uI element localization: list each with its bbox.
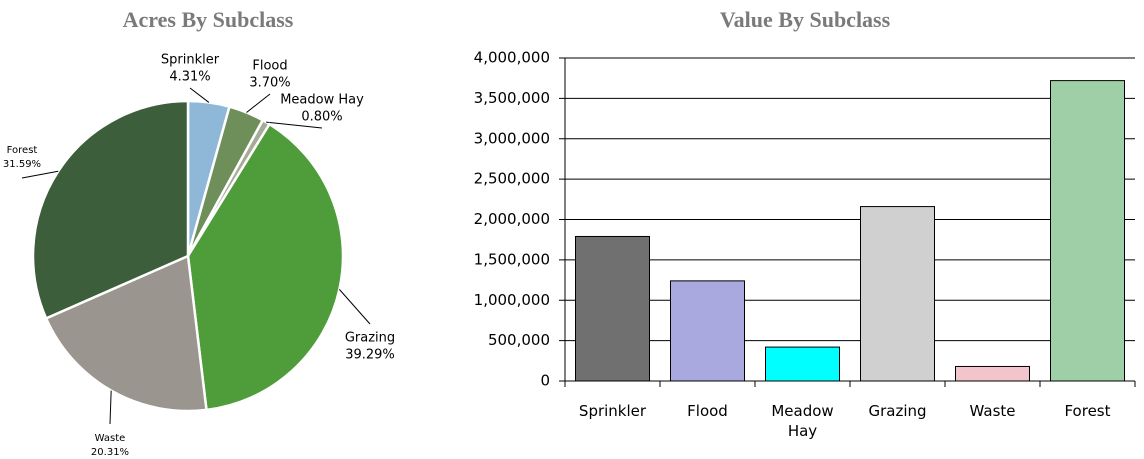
slice-value-label: 39.29%: [345, 348, 395, 363]
x-tick-label-box: Grazing: [868, 402, 927, 420]
x-tick-label-box: Forest: [1064, 402, 1111, 420]
y-tick-label: 0: [540, 372, 550, 390]
bar: [860, 206, 935, 382]
slice-value-label: 4.31%: [169, 70, 210, 85]
pie-slice: [31, 99, 190, 321]
x-tick-label: Forest: [1064, 402, 1111, 420]
leader-line: [109, 390, 112, 425]
x-tick-label: Waste: [969, 402, 1016, 420]
x-tick-label-box: Waste: [969, 402, 1016, 420]
x-tick-label: Grazing: [868, 402, 927, 420]
y-tick-label: 1,500,000: [474, 250, 550, 268]
pie-slice: [44, 254, 208, 413]
y-tick-label: 500,000: [488, 331, 550, 349]
x-tick-label: Meadow Hay: [771, 402, 834, 440]
slice-label: Forest: [7, 145, 38, 156]
slice-value-label: 31.59%: [3, 159, 41, 170]
slice-label: Sprinkler: [161, 53, 220, 68]
slice-value-label: 20.31%: [91, 447, 129, 458]
x-tick-label: Flood: [687, 402, 728, 420]
y-tick-label: 2,500,000: [474, 170, 550, 188]
bar-title: Value By Subclass: [720, 7, 891, 32]
y-tick-label: 3,000,000: [474, 129, 550, 147]
x-tick-label-box: Sprinkler: [578, 402, 647, 420]
bar: [670, 280, 745, 382]
y-tick-label: 4,000,000: [474, 49, 550, 67]
bar: [955, 365, 1030, 382]
slice-label: Grazing: [345, 331, 395, 346]
slice-label: Flood: [252, 59, 287, 74]
leader-line: [189, 87, 210, 103]
y-tick-label: 3,500,000: [474, 89, 550, 107]
x-tick-label-box: Meadow Hay: [771, 402, 834, 440]
bar: [1050, 80, 1125, 382]
leader-line: [21, 170, 59, 179]
y-tick-label: 1,000,000: [474, 291, 550, 309]
pie-slice: [186, 122, 345, 412]
slice-label: Meadow Hay: [280, 93, 364, 108]
pie-title: Acres By Subclass: [123, 7, 294, 32]
slice-value-label: 0.80%: [301, 110, 342, 125]
slice-value-label: 3.70%: [249, 76, 290, 91]
leader-line: [246, 93, 271, 113]
leader-line: [266, 121, 323, 129]
bar: [765, 346, 840, 382]
y-tick-label: 2,000,000: [474, 210, 550, 228]
bar: [575, 235, 650, 382]
leader-line: [338, 289, 371, 325]
slice-label: Waste: [95, 433, 126, 444]
x-tick-label: Sprinkler: [578, 402, 647, 420]
x-tick-label-box: Flood: [687, 402, 728, 420]
